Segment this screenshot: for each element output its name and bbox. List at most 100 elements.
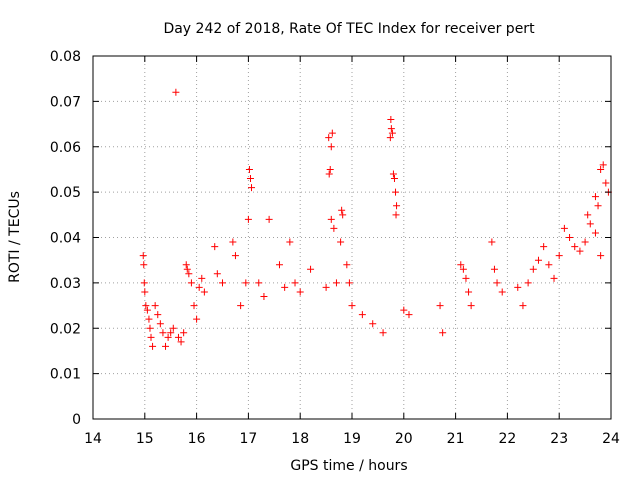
data-point — [436, 302, 444, 310]
data-point — [281, 283, 289, 291]
data-point — [345, 279, 353, 287]
x-tick-label: 19 — [343, 431, 361, 447]
data-point — [185, 270, 193, 278]
data-point — [229, 238, 237, 246]
data-point — [534, 256, 542, 264]
data-point — [439, 329, 447, 337]
data-point — [211, 243, 219, 251]
data-point — [379, 329, 387, 337]
y-tick-label: 0.04 — [50, 231, 81, 247]
data-point — [457, 261, 465, 269]
data-point — [177, 338, 185, 346]
y-tick-label: 0.07 — [50, 94, 81, 110]
data-point — [154, 311, 162, 319]
data-point — [560, 224, 568, 232]
data-point — [462, 274, 470, 282]
x-tick-label: 15 — [136, 431, 154, 447]
data-point — [545, 261, 553, 269]
data-point — [193, 315, 201, 323]
data-point — [581, 238, 589, 246]
data-point — [393, 202, 401, 210]
data-point — [369, 320, 377, 328]
data-point — [594, 202, 602, 210]
data-point — [493, 279, 501, 287]
data-point — [322, 283, 330, 291]
x-tick-label: 20 — [395, 431, 413, 447]
data-point — [255, 279, 263, 287]
data-point — [387, 125, 395, 133]
data-point — [190, 302, 198, 310]
data-point — [358, 311, 366, 319]
data-point — [159, 329, 167, 337]
data-point — [140, 279, 148, 287]
data-point — [529, 265, 537, 273]
data-point — [325, 170, 333, 178]
y-axis-label: ROTI / TECUs — [7, 191, 23, 283]
data-point — [200, 288, 208, 296]
data-point — [390, 175, 398, 183]
data-point — [156, 320, 164, 328]
x-tick-label: 17 — [239, 431, 257, 447]
data-point — [149, 342, 157, 350]
data-point — [555, 252, 563, 260]
data-point — [392, 211, 400, 219]
data-point — [332, 279, 340, 287]
data-point — [328, 129, 336, 137]
data-point — [167, 329, 175, 337]
data-point — [327, 215, 335, 223]
chart-title: Day 242 of 2018, Rate Of TEC Index for r… — [163, 21, 535, 37]
data-point — [162, 342, 170, 350]
data-point — [576, 247, 584, 255]
data-point — [195, 283, 203, 291]
grid — [93, 56, 611, 419]
data-point — [291, 279, 299, 287]
data-point — [307, 265, 315, 273]
data-point — [265, 215, 273, 223]
data-point — [459, 265, 467, 273]
data-point — [248, 184, 256, 192]
data-point — [550, 274, 558, 282]
y-tick-label: 0.06 — [50, 140, 81, 156]
data-point — [169, 324, 177, 332]
data-point — [260, 292, 268, 300]
data-point — [490, 265, 498, 273]
data-point — [540, 243, 548, 251]
x-tick-labels: 14 15 16 17 18 19 20 21 22 23 24 — [84, 431, 620, 447]
data-point — [602, 179, 610, 187]
data-point — [147, 333, 155, 341]
x-tick-label: 24 — [602, 431, 620, 447]
x-tick-label: 18 — [291, 431, 309, 447]
data-point — [591, 229, 599, 237]
axis-ticks — [92, 55, 612, 420]
data-point — [599, 161, 607, 169]
x-tick-label: 14 — [84, 431, 102, 447]
data-point — [392, 188, 400, 196]
x-tick-label: 22 — [498, 431, 516, 447]
y-tick-labels: 0 0.01 0.02 0.03 0.04 0.05 0.06 0.07 0.08 — [50, 49, 81, 428]
data-point — [524, 279, 532, 287]
data-point — [174, 333, 182, 341]
data-point — [514, 283, 522, 291]
data-point — [326, 165, 334, 173]
data-point — [245, 165, 253, 173]
data-point — [183, 265, 191, 273]
data-point — [498, 288, 506, 296]
data-point — [275, 261, 283, 269]
data-point — [151, 302, 159, 310]
data-point — [571, 243, 579, 251]
data-point — [213, 270, 221, 278]
data-point — [187, 279, 195, 287]
data-point — [405, 311, 413, 319]
data-point — [198, 274, 206, 282]
data-point — [339, 211, 347, 219]
data-point — [488, 238, 496, 246]
data-point — [286, 238, 294, 246]
data-point — [219, 279, 226, 287]
x-tick-label: 23 — [550, 431, 568, 447]
data-point — [237, 302, 245, 310]
data-point — [465, 288, 473, 296]
data-point — [338, 206, 346, 214]
data-point — [164, 333, 172, 341]
data-point — [140, 261, 148, 269]
data-point — [142, 302, 150, 310]
